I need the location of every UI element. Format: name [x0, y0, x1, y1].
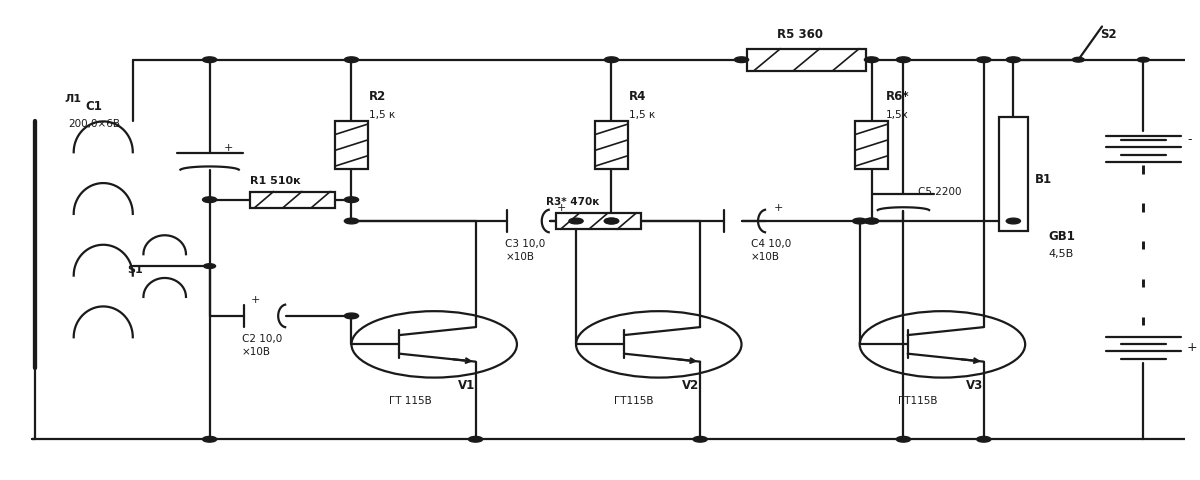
Circle shape	[853, 218, 866, 224]
Text: +: +	[557, 203, 566, 213]
Circle shape	[203, 436, 217, 442]
Circle shape	[864, 57, 878, 62]
Circle shape	[468, 436, 482, 442]
Circle shape	[1007, 218, 1020, 224]
Circle shape	[864, 218, 878, 224]
Text: +: +	[774, 203, 782, 213]
Text: R1 510к: R1 510к	[250, 176, 300, 186]
Text: ГТ115В: ГТ115В	[898, 396, 937, 406]
Circle shape	[203, 197, 217, 203]
Text: V1: V1	[458, 380, 475, 393]
Text: S2: S2	[1099, 28, 1116, 41]
Bar	[335, 121, 368, 169]
Text: V3: V3	[966, 380, 983, 393]
Text: +: +	[1187, 341, 1198, 355]
Text: C1: C1	[85, 99, 102, 112]
Text: 1,5 к: 1,5 к	[629, 109, 655, 120]
Circle shape	[864, 218, 878, 224]
Text: C2 10,0: C2 10,0	[241, 334, 282, 344]
Text: 1,5х: 1,5х	[886, 109, 908, 120]
Text: B1: B1	[1034, 173, 1051, 186]
Circle shape	[344, 218, 359, 224]
Circle shape	[1007, 57, 1020, 62]
Text: ГТ115В: ГТ115В	[614, 396, 653, 406]
Text: ×10B: ×10B	[241, 347, 270, 357]
Text: Л1: Л1	[65, 95, 82, 105]
Circle shape	[896, 436, 911, 442]
Text: C4 10,0: C4 10,0	[751, 239, 791, 249]
Bar	[595, 121, 628, 169]
Bar	[250, 192, 335, 208]
Text: R4: R4	[629, 90, 647, 103]
Circle shape	[204, 264, 216, 268]
Text: R5 360: R5 360	[776, 28, 823, 41]
Bar	[1000, 117, 1027, 230]
Bar	[556, 213, 641, 229]
Circle shape	[569, 218, 583, 224]
Circle shape	[605, 218, 618, 224]
Text: R6*: R6*	[886, 90, 910, 103]
Text: C5 2200: C5 2200	[918, 187, 961, 197]
Circle shape	[977, 436, 991, 442]
Circle shape	[694, 436, 707, 442]
Text: V2: V2	[683, 380, 700, 393]
Text: ×10B: ×10B	[505, 252, 534, 262]
Text: 200,0×6B: 200,0×6B	[67, 119, 120, 129]
Circle shape	[1073, 57, 1085, 62]
Circle shape	[734, 57, 749, 62]
Text: R3* 470к: R3* 470к	[546, 197, 600, 207]
Text: +: +	[224, 143, 233, 153]
Circle shape	[1138, 57, 1150, 62]
Bar	[854, 121, 888, 169]
Bar	[748, 49, 865, 71]
Text: 1,5 к: 1,5 к	[370, 109, 396, 120]
Text: S1: S1	[127, 265, 143, 275]
Text: -: -	[1187, 133, 1192, 146]
Text: R2: R2	[370, 90, 386, 103]
Circle shape	[344, 197, 359, 203]
Circle shape	[605, 57, 618, 62]
Circle shape	[605, 218, 618, 224]
Circle shape	[344, 313, 359, 319]
Text: +: +	[251, 295, 260, 305]
Circle shape	[344, 57, 359, 62]
Circle shape	[203, 57, 217, 62]
Text: GB1: GB1	[1049, 230, 1075, 243]
Text: ×10B: ×10B	[751, 252, 780, 262]
Circle shape	[977, 57, 991, 62]
Text: 4,5B: 4,5B	[1049, 249, 1074, 259]
Text: C3 10,0: C3 10,0	[505, 239, 545, 249]
Circle shape	[896, 57, 911, 62]
Text: ГТ 115В: ГТ 115В	[389, 396, 432, 406]
